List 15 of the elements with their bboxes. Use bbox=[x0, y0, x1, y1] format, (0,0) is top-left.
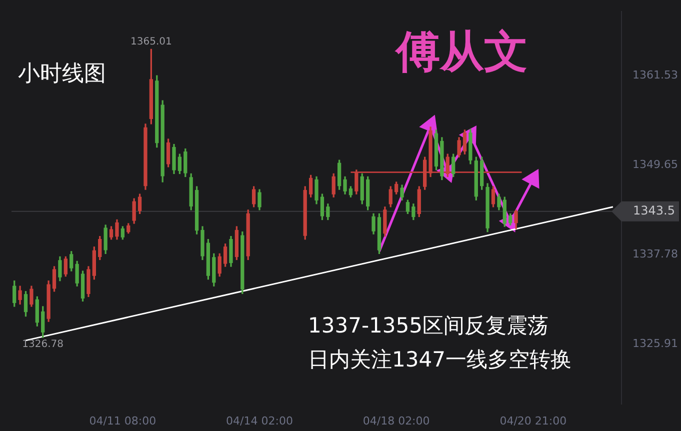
annotation: 日内关注1347一线多空转换 bbox=[308, 347, 572, 372]
annotation: 1326.78 bbox=[22, 339, 64, 350]
chart-title: 傅从文 bbox=[394, 26, 528, 78]
x-tick-label: 04/11 08:00 bbox=[89, 414, 156, 428]
ref-line-label: 1343.5 bbox=[633, 204, 675, 218]
x-tick-label: 04/18 02:00 bbox=[362, 414, 430, 428]
x-tick-label: 04/14 02:00 bbox=[226, 414, 293, 428]
y-tick-label: 1325.91 bbox=[632, 336, 678, 350]
annotation: 1337-1355区间反复震荡 bbox=[308, 313, 548, 338]
text: 小时线图 bbox=[18, 62, 106, 87]
y-tick-label: 1337.78 bbox=[632, 247, 678, 260]
y-tick-label: 1361.53 bbox=[632, 68, 678, 82]
x-tick-label: 04/20 21:00 bbox=[500, 414, 567, 428]
y-tick-label: 1349.65 bbox=[632, 158, 678, 171]
annotation: 1365.01 bbox=[130, 36, 172, 48]
